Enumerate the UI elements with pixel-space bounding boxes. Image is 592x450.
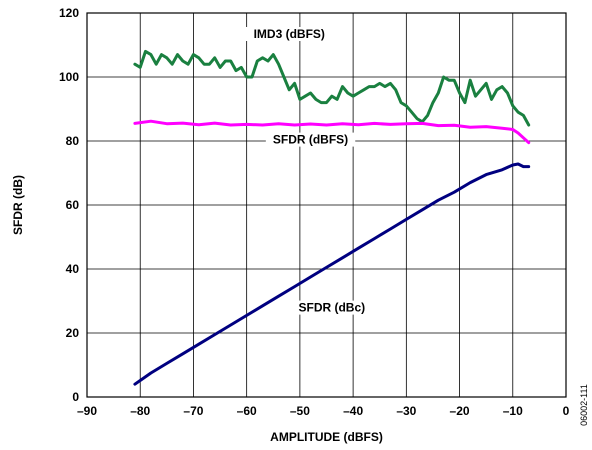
- x-tick-label: –50: [290, 404, 310, 418]
- x-tick-label: –20: [450, 404, 470, 418]
- x-axis-label: AMPLITUDE (dBFS): [270, 430, 383, 444]
- series-line-2: [133, 162, 531, 386]
- series-label-bg: [290, 300, 373, 315]
- series-label: SFDR (dBFS): [273, 133, 348, 147]
- x-tick-label: –70: [183, 404, 203, 418]
- plot-frame: [86, 12, 567, 398]
- y-tick-label: 40: [66, 262, 80, 276]
- x-tick-label: –60: [237, 404, 257, 418]
- grid: [87, 13, 566, 397]
- series-label: IMD3 (dBFS): [254, 27, 325, 41]
- series-layer: [133, 49, 531, 386]
- y-tick-label: 60: [66, 198, 80, 212]
- y-tick-label: 120: [59, 6, 79, 20]
- x-tick-label: –10: [503, 404, 523, 418]
- x-tick-label: –40: [343, 404, 363, 418]
- x-tick-label: –80: [130, 404, 150, 418]
- series-labels: IMD3 (dBFS) SFDR (dBFS) SFDR (dBc): [244, 27, 373, 315]
- y-tick-labels: 0 20 40 60 80 100 120: [59, 6, 79, 404]
- series-label-bg: [265, 132, 356, 147]
- x-tick-label: 0: [563, 404, 570, 418]
- figure-id: 06002-111: [579, 384, 589, 426]
- series-label: SFDR (dBc): [298, 301, 365, 315]
- series-line-1: [133, 119, 531, 145]
- y-tick-label: 80: [66, 134, 80, 148]
- x-tick-label: –30: [396, 404, 416, 418]
- y-tick-label: 100: [59, 70, 79, 84]
- x-tick-labels: –90 –80 –70 –60 –50 –40 –30 –20 –10 0: [77, 404, 570, 418]
- series-label-bg: [244, 27, 334, 41]
- series-line-0: [133, 49, 531, 127]
- y-axis-label: SFDR (dB): [11, 175, 25, 235]
- x-tick-label: –90: [77, 404, 97, 418]
- y-tick-label: 20: [66, 326, 80, 340]
- y-tick-label: 0: [72, 390, 79, 404]
